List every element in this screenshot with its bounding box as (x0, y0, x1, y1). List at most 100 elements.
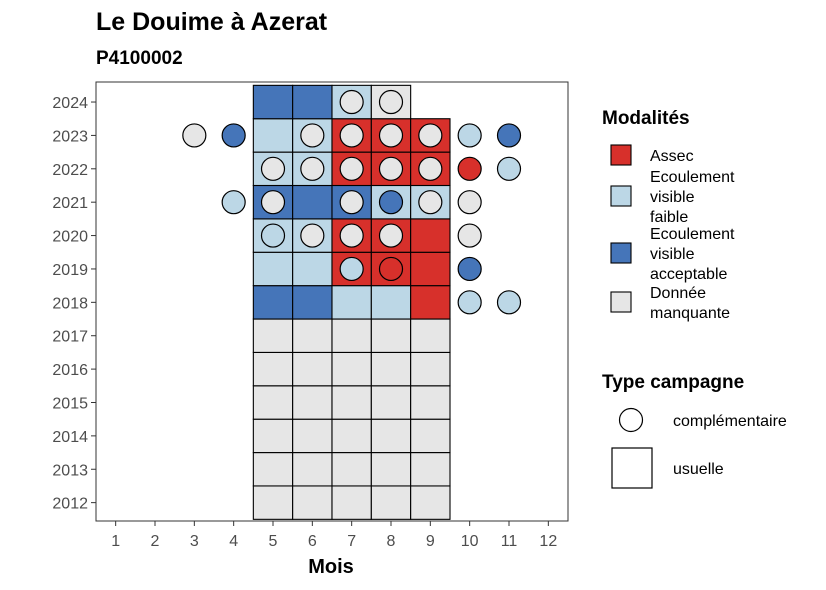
complementaire-point (418, 123, 443, 148)
x-tick-label: 10 (461, 533, 479, 550)
complementaire-point (378, 256, 404, 282)
legend-label-manquante: Donnée (650, 285, 706, 302)
legend-label-assec: Assec (650, 148, 694, 165)
usuelle-tile (252, 84, 294, 120)
usuelle-tile (252, 385, 294, 420)
complementaire-point (182, 123, 207, 148)
y-tick-label: 2021 (52, 195, 88, 212)
y-tick-label: 2020 (52, 229, 88, 246)
complementaire-point (418, 190, 443, 215)
complementaire-point (378, 190, 404, 215)
complementaire-point (300, 156, 325, 181)
chart-title: Le Douime à Azerat (96, 8, 328, 36)
y-tick-label: 2019 (52, 262, 88, 279)
x-tick-label: 2 (151, 533, 160, 550)
legend-key-usuelle (611, 447, 653, 489)
legend-label-acceptable: Ecoulement (650, 226, 735, 243)
x-tick-label: 9 (426, 533, 435, 550)
y-tick-label: 2018 (52, 295, 88, 312)
usuelle-tile (292, 351, 333, 387)
complementaire-point (457, 156, 482, 181)
usuelle-tile (410, 452, 451, 487)
complementaire-point (496, 123, 522, 148)
complementaire-point (457, 223, 482, 248)
usuelle-tile (252, 418, 294, 454)
usuelle-tile (331, 351, 372, 387)
usuelle-tile (370, 351, 412, 387)
usuelle-tile (331, 385, 372, 420)
y-tick-label: 2017 (52, 329, 88, 346)
usuelle-tile (331, 318, 372, 353)
legend-campagne: Type campagne complémentaire usuelle (602, 372, 787, 489)
complementaire-point (378, 123, 404, 148)
x-tick-label: 7 (347, 533, 356, 550)
chart-subtitle: P4100002 (96, 48, 183, 69)
usuelle-tile (410, 285, 451, 320)
usuelle-tile (292, 318, 333, 353)
legend-label-acceptable: visible (650, 246, 695, 263)
legend-label-complementaire: complémentaire (673, 413, 787, 430)
complementaire-point (339, 156, 364, 181)
complementaire-point (378, 223, 404, 248)
legend-label-faible: visible (650, 189, 695, 206)
complementaire-point (378, 156, 404, 181)
legend-key-faible (610, 185, 632, 207)
usuelle-tile (331, 418, 372, 454)
complementaire-point (260, 156, 286, 181)
usuelle-tile (292, 285, 333, 320)
complementaire-point (260, 223, 286, 248)
complementaire-point (339, 123, 364, 148)
legend-key-acceptable (610, 242, 632, 264)
usuelle-tile (252, 485, 294, 520)
usuelle-tile (252, 285, 294, 320)
legend-label-faible: faible (650, 209, 688, 226)
y-tick-label: 2016 (52, 362, 88, 379)
usuelle-tile (252, 351, 294, 387)
x-tick-label: 4 (229, 533, 238, 550)
usuelle-tile (370, 285, 412, 320)
x-tick-label: 11 (501, 533, 518, 550)
complementaire-point (496, 290, 522, 315)
y-axis: 2012 2013 2014 2015 2016 2017 2018 2019 2020 2021… (52, 95, 96, 513)
legend-label-manquante: manquante (650, 305, 730, 322)
x-tick-label: 12 (539, 533, 557, 550)
y-tick-label: 2022 (52, 162, 88, 179)
usuelle-tile (410, 485, 451, 520)
complementaire-point (339, 89, 364, 115)
usuelle-tile (370, 418, 412, 454)
usuelle-tile (370, 385, 412, 420)
usuelle-tile (370, 452, 412, 487)
y-tick-label: 2012 (52, 496, 88, 513)
complementaire-point (496, 156, 522, 181)
usuelle-tile (292, 251, 333, 287)
x-tick-label: 3 (190, 533, 199, 550)
y-tick-label: 2014 (52, 429, 88, 446)
y-tick-label: 2024 (52, 95, 88, 112)
usuelle-tile (410, 351, 451, 387)
legend-key-complementaire (618, 407, 644, 433)
usuelle-tile (292, 385, 333, 420)
complementaire-point (378, 89, 404, 115)
y-tick-label: 2015 (52, 395, 88, 412)
usuelle-tile (370, 318, 412, 353)
complementaire-point (300, 123, 325, 148)
legend-label-usuelle: usuelle (673, 461, 724, 478)
usuelle-tile (331, 285, 372, 320)
y-tick-label: 2013 (52, 462, 88, 479)
usuelle-tile (252, 251, 294, 287)
usuelle-tile (410, 251, 451, 287)
x-tick-label: 8 (387, 533, 396, 550)
complementaire-point (457, 190, 482, 215)
x-axis-label: Mois (308, 556, 354, 578)
usuelle-tile (292, 184, 333, 220)
legend-key-assec (610, 144, 632, 166)
usuelle-tiles (252, 84, 451, 520)
x-tick-label: 5 (269, 533, 278, 550)
legend-modalites-title: Modalités (602, 108, 690, 129)
usuelle-tile (252, 118, 294, 153)
complementaire-point (457, 256, 482, 282)
complementaire-point (457, 123, 482, 148)
complementaire-point (260, 190, 286, 215)
usuelle-tile (292, 84, 333, 120)
